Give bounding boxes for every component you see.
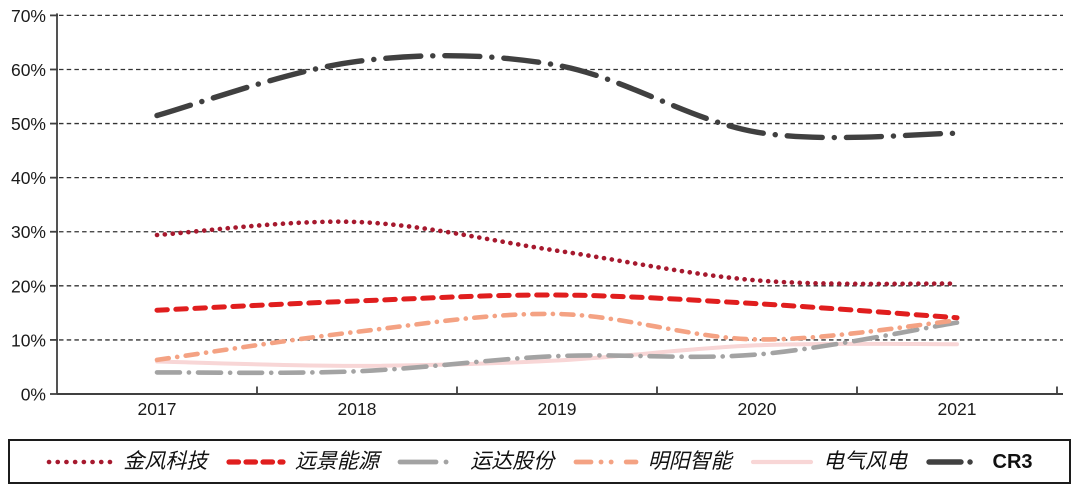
legend-swatch-cr3 bbox=[925, 458, 984, 465]
series-line-windey bbox=[154, 320, 960, 376]
series-line-envision bbox=[154, 292, 960, 321]
line-chart-plot: 0% 10% 20% 30% 40% 50% 60% 70% 2017 2018 2019 2020 2… bbox=[11, 6, 1063, 419]
series-line-mingyang bbox=[154, 311, 960, 363]
legend-item-windey: 运达股份 bbox=[397, 451, 554, 472]
y-axis-label: 10% bbox=[11, 330, 46, 350]
x-axis-label: 2020 bbox=[738, 399, 777, 419]
legend-swatch-envision bbox=[226, 458, 286, 465]
legend-swatch-mingyang bbox=[573, 459, 639, 464]
legend-item-envision: 远景能源 bbox=[226, 451, 379, 472]
series-line-cr3 bbox=[154, 52, 960, 141]
y-axis-label: 50% bbox=[11, 114, 46, 134]
y-axis-label: 30% bbox=[11, 222, 46, 242]
x-axis-label: 2021 bbox=[938, 399, 977, 419]
x-axis-label: 2019 bbox=[538, 399, 577, 419]
legend-label-cr3: CR3 bbox=[992, 450, 1033, 473]
y-axis-label: 70% bbox=[11, 6, 46, 26]
legend-label-windey: 运达股份 bbox=[470, 449, 555, 473]
legend-label-mingyang: 明阳智能 bbox=[647, 449, 732, 473]
legend-swatch-shanghai-electric bbox=[751, 459, 814, 464]
x-axis-label: 2017 bbox=[138, 399, 177, 419]
legend-item-goldwind: 金风科技 bbox=[46, 451, 207, 472]
y-axis-label: 0% bbox=[21, 385, 46, 405]
legend-label-goldwind: 金风科技 bbox=[123, 449, 208, 473]
y-axis-label: 20% bbox=[11, 276, 46, 296]
x-axis-label: 2018 bbox=[338, 399, 377, 419]
series-line-goldwind bbox=[154, 219, 960, 287]
legend-swatch-goldwind bbox=[47, 459, 114, 464]
legend-label-shanghai-electric: 电气风电 bbox=[823, 449, 908, 473]
legend-item-mingyang: 明阳智能 bbox=[573, 451, 732, 472]
legend-item-shanghai-electric: 电气风电 bbox=[750, 451, 907, 472]
chart-legend: 金风科技 远景能源 运达股份 明阳智能 电气风电 CR3 bbox=[8, 439, 1071, 484]
y-axis-label: 60% bbox=[11, 60, 46, 80]
legend-item-cr3: CR3 bbox=[925, 450, 1033, 473]
y-axis-label: 40% bbox=[11, 168, 46, 188]
legend-label-envision: 远景能源 bbox=[294, 449, 379, 473]
legend-swatch-windey bbox=[397, 459, 461, 464]
